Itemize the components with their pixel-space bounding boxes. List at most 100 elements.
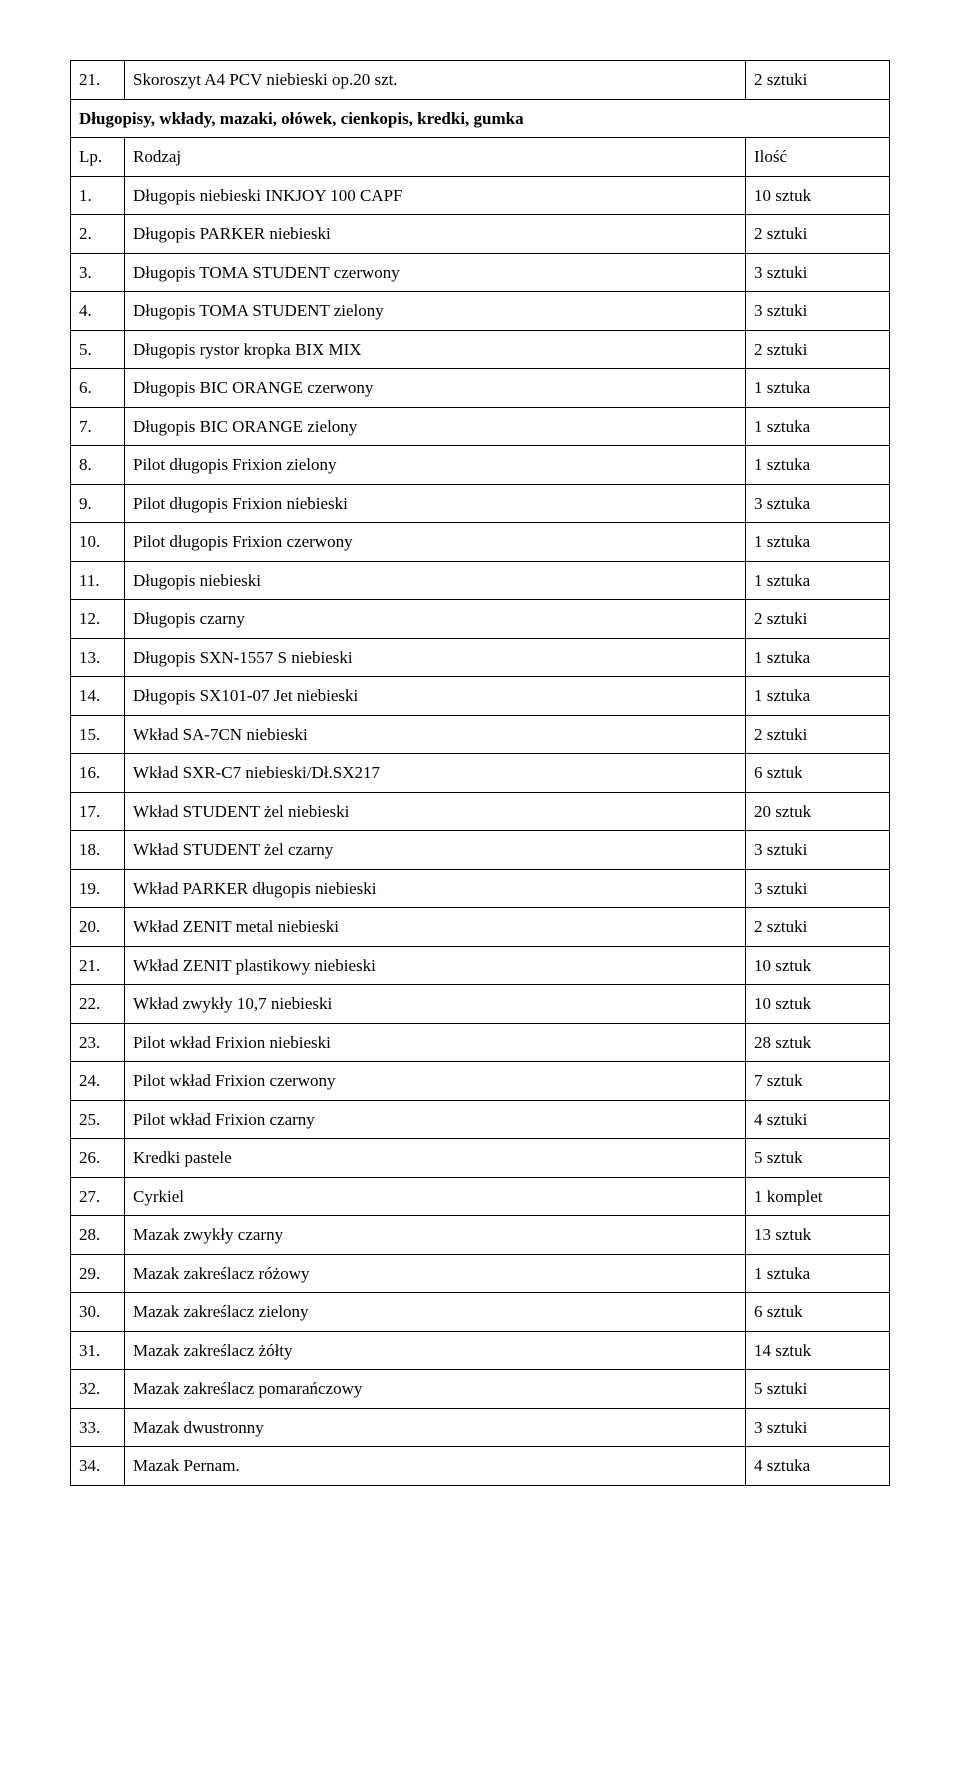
- cell-num: 20.: [71, 908, 125, 947]
- header-desc: Rodzaj: [125, 138, 746, 177]
- cell-desc: Wkład PARKER długopis niebieski: [125, 869, 746, 908]
- table-row: 24.Pilot wkład Frixion czerwony7 sztuk: [71, 1062, 890, 1101]
- cell-desc: Pilot wkład Frixion czerwony: [125, 1062, 746, 1101]
- table-row: 28.Mazak zwykły czarny13 sztuk: [71, 1216, 890, 1255]
- cell-desc: Długopis BIC ORANGE czerwony: [125, 369, 746, 408]
- table-row: 27.Cyrkiel1 komplet: [71, 1177, 890, 1216]
- table-row: 8.Pilot długopis Frixion zielony1 sztuka: [71, 446, 890, 485]
- cell-num: 6.: [71, 369, 125, 408]
- cell-num: 27.: [71, 1177, 125, 1216]
- cell-num: 5.: [71, 330, 125, 369]
- cell-desc: Mazak zakreślacz pomarańczowy: [125, 1370, 746, 1409]
- table-row: 10.Pilot długopis Frixion czerwony1 sztu…: [71, 523, 890, 562]
- table-row: 2.Długopis PARKER niebieski2 sztuki: [71, 215, 890, 254]
- cell-qty: 1 sztuka: [746, 677, 890, 716]
- cell-num: 32.: [71, 1370, 125, 1409]
- cell-desc: Wkład ZENIT plastikowy niebieski: [125, 946, 746, 985]
- cell-desc: Mazak zakreślacz zielony: [125, 1293, 746, 1332]
- cell-desc: Długopis rystor kropka BIX MIX: [125, 330, 746, 369]
- cell-num: 4.: [71, 292, 125, 331]
- table-row: 19.Wkład PARKER długopis niebieski3 sztu…: [71, 869, 890, 908]
- table-row: 29.Mazak zakreślacz różowy1 sztuka: [71, 1254, 890, 1293]
- cell-num: 26.: [71, 1139, 125, 1178]
- table-row: 15.Wkład SA-7CN niebieski2 sztuki: [71, 715, 890, 754]
- table-row: 25.Pilot wkład Frixion czarny4 sztuki: [71, 1100, 890, 1139]
- cell-num: 11.: [71, 561, 125, 600]
- cell-desc: Mazak zwykły czarny: [125, 1216, 746, 1255]
- cell-qty: 1 komplet: [746, 1177, 890, 1216]
- table-row: 20.Wkład ZENIT metal niebieski2 sztuki: [71, 908, 890, 947]
- cell-desc: Długopis TOMA STUDENT czerwony: [125, 253, 746, 292]
- table-row: 30.Mazak zakreślacz zielony6 sztuk: [71, 1293, 890, 1332]
- table-row: 17.Wkład STUDENT żel niebieski20 sztuk: [71, 792, 890, 831]
- cell-qty: 2 sztuki: [746, 215, 890, 254]
- cell-num: 3.: [71, 253, 125, 292]
- table-row: 1.Długopis niebieski INKJOY 100 CAPF10 s…: [71, 176, 890, 215]
- cell-qty: 14 sztuk: [746, 1331, 890, 1370]
- cell-desc: Pilot długopis Frixion zielony: [125, 446, 746, 485]
- table-row: 9.Pilot długopis Frixion niebieski3 sztu…: [71, 484, 890, 523]
- cell-num: 8.: [71, 446, 125, 485]
- cell-desc: Długopis SX101-07 Jet niebieski: [125, 677, 746, 716]
- cell-num: 9.: [71, 484, 125, 523]
- cell-num: 34.: [71, 1447, 125, 1486]
- cell-qty: 4 sztuka: [746, 1447, 890, 1486]
- cell-num: 31.: [71, 1331, 125, 1370]
- table-row: 4.Długopis TOMA STUDENT zielony3 sztuki: [71, 292, 890, 331]
- cell-qty: 3 sztuka: [746, 484, 890, 523]
- cell-num: 13.: [71, 638, 125, 677]
- cell-qty: 1 sztuka: [746, 407, 890, 446]
- cell-num: 18.: [71, 831, 125, 870]
- table-row: 16.Wkład SXR-C7 niebieski/Dł.SX2176 sztu…: [71, 754, 890, 793]
- cell-num: 25.: [71, 1100, 125, 1139]
- cell-num: 24.: [71, 1062, 125, 1101]
- cell-qty: 3 sztuki: [746, 292, 890, 331]
- cell-desc: Długopis niebieski: [125, 561, 746, 600]
- cell-desc: Mazak Pernam.: [125, 1447, 746, 1486]
- cell-desc: Skoroszyt A4 PCV niebieski op.20 szt.: [125, 61, 746, 100]
- cell-desc: Pilot długopis Frixion czerwony: [125, 523, 746, 562]
- table-row: 21. Skoroszyt A4 PCV niebieski op.20 szt…: [71, 61, 890, 100]
- cell-num: 1.: [71, 176, 125, 215]
- cell-qty: 5 sztuk: [746, 1139, 890, 1178]
- cell-desc: Mazak zakreślacz różowy: [125, 1254, 746, 1293]
- cell-desc: Długopis PARKER niebieski: [125, 215, 746, 254]
- cell-num: 19.: [71, 869, 125, 908]
- cell-qty: 2 sztuki: [746, 715, 890, 754]
- cell-num: 17.: [71, 792, 125, 831]
- section-header-row: Lp. Rodzaj Ilość: [71, 138, 890, 177]
- cell-desc: Wkład SA-7CN niebieski: [125, 715, 746, 754]
- table-row: 21.Wkład ZENIT plastikowy niebieski10 sz…: [71, 946, 890, 985]
- cell-num: 29.: [71, 1254, 125, 1293]
- table-row: 23.Pilot wkład Frixion niebieski28 sztuk: [71, 1023, 890, 1062]
- cell-num: 28.: [71, 1216, 125, 1255]
- cell-num: 14.: [71, 677, 125, 716]
- cell-qty: 5 sztuki: [746, 1370, 890, 1409]
- cell-qty: 2 sztuki: [746, 330, 890, 369]
- table-row: 7.Długopis BIC ORANGE zielony1 sztuka: [71, 407, 890, 446]
- cell-qty: 10 sztuk: [746, 176, 890, 215]
- table-row: 14.Długopis SX101-07 Jet niebieski1 sztu…: [71, 677, 890, 716]
- cell-qty: 4 sztuki: [746, 1100, 890, 1139]
- cell-desc: Pilot wkład Frixion czarny: [125, 1100, 746, 1139]
- cell-qty: 13 sztuk: [746, 1216, 890, 1255]
- cell-qty: 1 sztuka: [746, 523, 890, 562]
- cell-desc: Wkład ZENIT metal niebieski: [125, 908, 746, 947]
- header-qty: Ilość: [746, 138, 890, 177]
- cell-qty: 20 sztuk: [746, 792, 890, 831]
- cell-desc: Pilot długopis Frixion niebieski: [125, 484, 746, 523]
- cell-qty: 3 sztuki: [746, 831, 890, 870]
- cell-qty: 1 sztuka: [746, 446, 890, 485]
- cell-num: 10.: [71, 523, 125, 562]
- cell-num: 21.: [71, 61, 125, 100]
- table-row: 34.Mazak Pernam.4 sztuka: [71, 1447, 890, 1486]
- cell-num: 23.: [71, 1023, 125, 1062]
- cell-num: 15.: [71, 715, 125, 754]
- cell-qty: 10 sztuk: [746, 985, 890, 1024]
- table-row: 5.Długopis rystor kropka BIX MIX2 sztuki: [71, 330, 890, 369]
- table-row: 12.Długopis czarny2 sztuki: [71, 600, 890, 639]
- table-row: 26.Kredki pastele5 sztuk: [71, 1139, 890, 1178]
- cell-num: 21.: [71, 946, 125, 985]
- cell-desc: Wkład STUDENT żel czarny: [125, 831, 746, 870]
- cell-qty: 1 sztuka: [746, 561, 890, 600]
